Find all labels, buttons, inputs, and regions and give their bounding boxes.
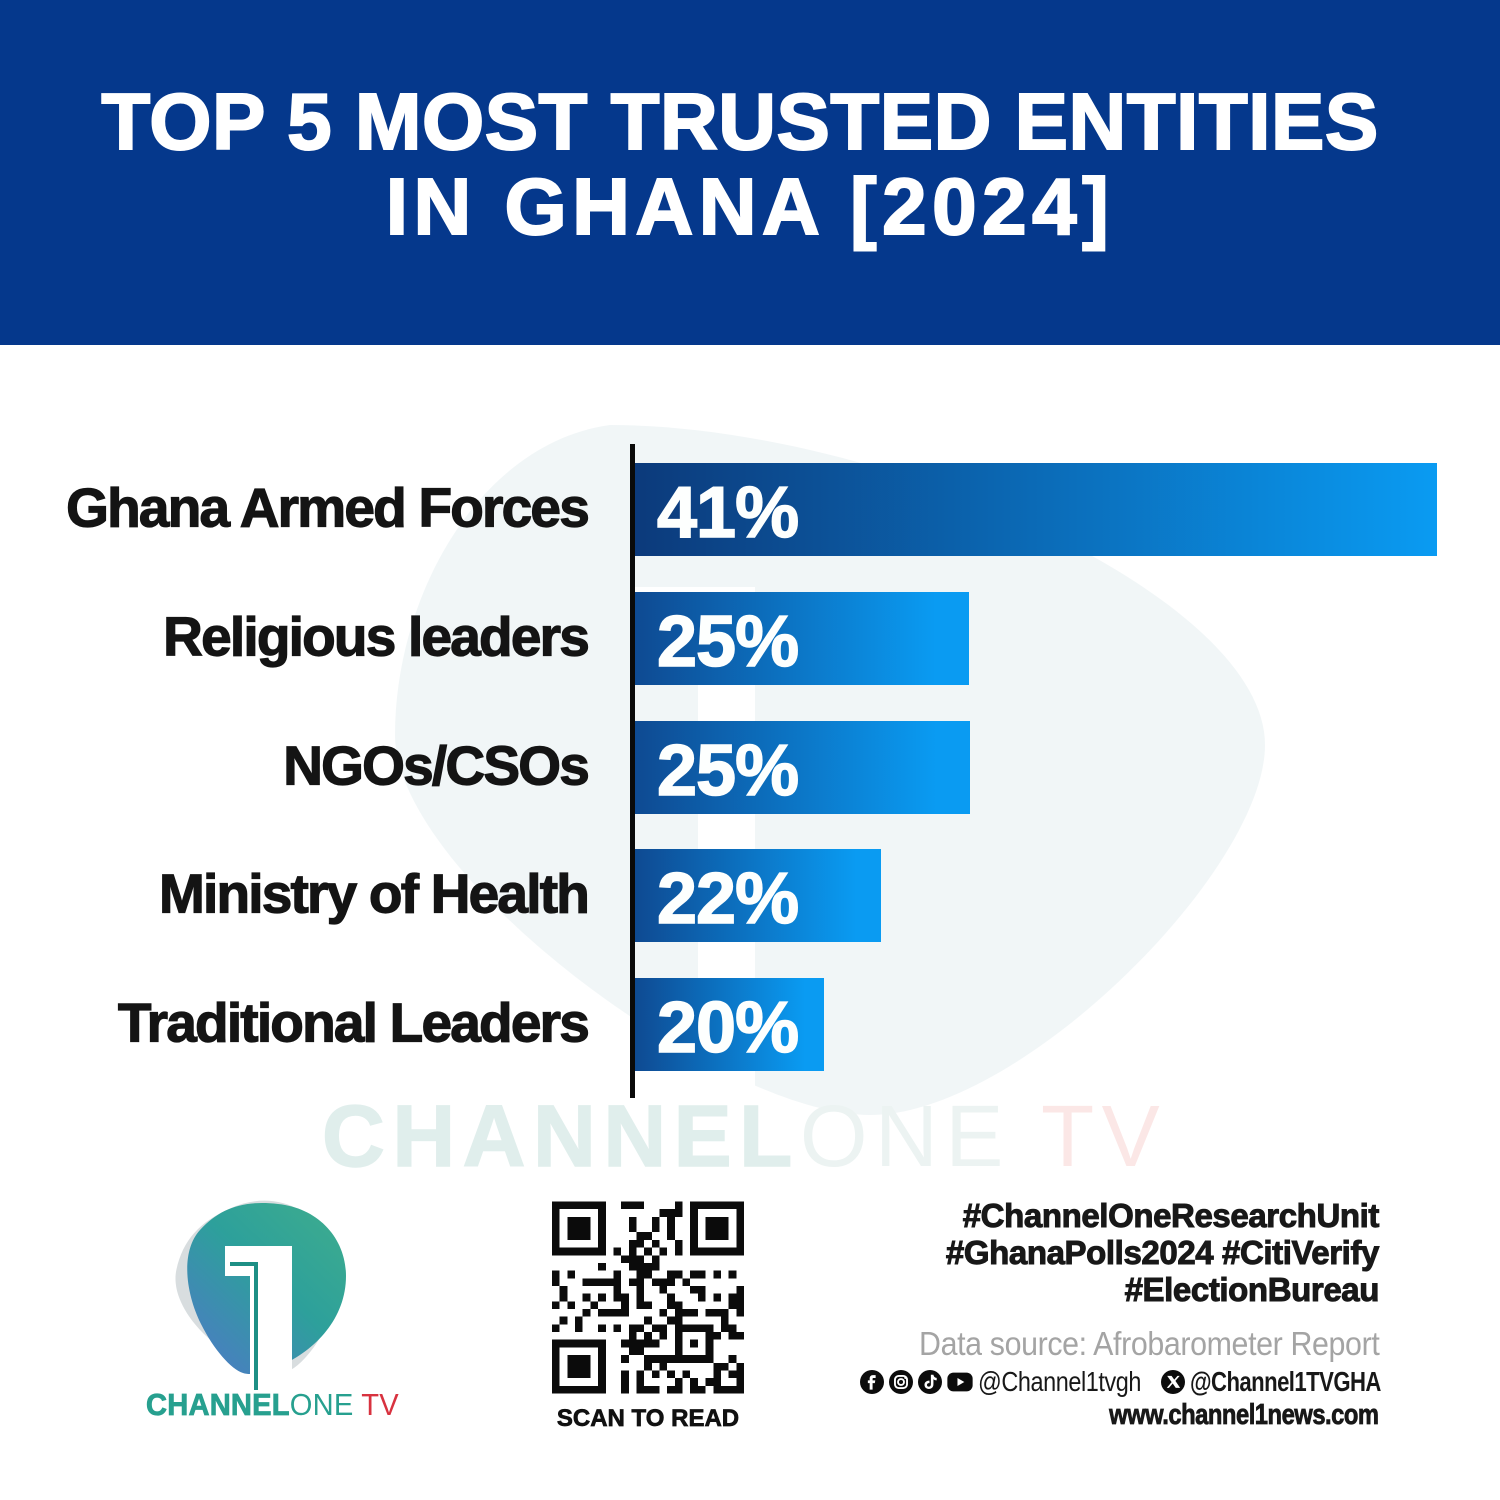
bar-ministry-of-health: 22% bbox=[635, 849, 881, 942]
watermark-one: ONE bbox=[799, 1088, 1011, 1185]
hashtags-line-2: #GhanaPolls2024 #CitiVerify bbox=[945, 1234, 1379, 1272]
social-handle-primary-box: @Channel1tvgh bbox=[978, 1366, 1141, 1398]
hashtags: #ChannelOneResearchUnit #GhanaPolls2024 … bbox=[945, 1197, 1380, 1309]
website-url: www.channel1news.com bbox=[1109, 1399, 1380, 1432]
logo-wordmark: CHANNELONE TV bbox=[146, 1387, 399, 1422]
bar-ghana-armed-forces: 41% bbox=[635, 463, 1437, 556]
tiktok-icon bbox=[918, 1370, 942, 1394]
bar-value-label: 41% bbox=[656, 472, 800, 554]
wordmark-one: ONE bbox=[289, 1387, 354, 1422]
social-handle-x: @Channel1TVGHA bbox=[1190, 1366, 1381, 1397]
watermark-channel: CHANNEL bbox=[321, 1088, 800, 1185]
bar-ngos-csos: 25% bbox=[635, 721, 970, 814]
channel-one-logo bbox=[175, 1200, 346, 1390]
logo-digit-one bbox=[225, 1246, 292, 1390]
bar-value-label: 25% bbox=[656, 730, 800, 812]
hashtags-line-1: #ChannelOneResearchUnit bbox=[962, 1197, 1380, 1235]
facebook-icon bbox=[860, 1370, 884, 1394]
bar-row-traditional-leaders: Traditional Leaders 20% bbox=[0, 978, 1500, 1071]
qr-code bbox=[552, 1201, 744, 1394]
background-watermark-text: CHANNELONE TV bbox=[321, 1092, 1167, 1181]
social-row: @Channel1tvgh @Channel1TVGHA bbox=[860, 1366, 1381, 1398]
bar-category-label: Religious leaders bbox=[163, 604, 591, 667]
data-source-note: Data source: Afrobarometer Report bbox=[918, 1325, 1380, 1362]
hashtags-line-3: #ElectionBureau bbox=[1124, 1271, 1380, 1309]
bar-category-label: NGOs/CSOs bbox=[283, 733, 591, 796]
bar-row-ngos-csos: NGOs/CSOs 25% bbox=[0, 721, 1500, 814]
bar-category-label: Traditional Leaders bbox=[117, 990, 590, 1053]
social-handle-primary: @Channel1tvgh bbox=[978, 1366, 1141, 1397]
bar-value-label: 20% bbox=[656, 987, 800, 1069]
social-handle-x-box: @Channel1TVGHA bbox=[1190, 1366, 1381, 1398]
qr-caption: SCAN TO READ bbox=[556, 1405, 740, 1433]
wordmark-tv: TV bbox=[353, 1387, 399, 1422]
bar-traditional-leaders: 20% bbox=[635, 978, 824, 1071]
bar-row-ministry-of-health: Ministry of Health 22% bbox=[0, 849, 1500, 942]
instagram-icon bbox=[889, 1370, 913, 1394]
header-banner: TOP 5 MOST TRUSTED ENTITIES IN GHANA [20… bbox=[0, 0, 1500, 345]
bar-value-label: 25% bbox=[656, 601, 800, 683]
bar-category-label: Ministry of Health bbox=[158, 861, 590, 924]
title-line-1: TOP 5 MOST TRUSTED ENTITIES bbox=[100, 77, 1379, 166]
bar-category-label: Ghana Armed Forces bbox=[66, 475, 591, 538]
watermark-tv: TV bbox=[1010, 1088, 1168, 1185]
bar-religious-leaders: 25% bbox=[635, 592, 969, 685]
youtube-icon bbox=[947, 1372, 973, 1392]
bar-value-label: 22% bbox=[656, 858, 800, 940]
bar-row-religious-leaders: Religious leaders 25% bbox=[0, 592, 1500, 685]
chart-axis-line bbox=[630, 444, 635, 1098]
wordmark-channel: CHANNEL bbox=[146, 1387, 290, 1422]
bar-row-ghana-armed-forces: Ghana Armed Forces 41% bbox=[0, 463, 1500, 556]
title-line-2: IN GHANA [2024] bbox=[385, 162, 1115, 251]
page-title: TOP 5 MOST TRUSTED ENTITIES IN GHANA [20… bbox=[0, 77, 1500, 251]
x-icon bbox=[1161, 1370, 1185, 1394]
